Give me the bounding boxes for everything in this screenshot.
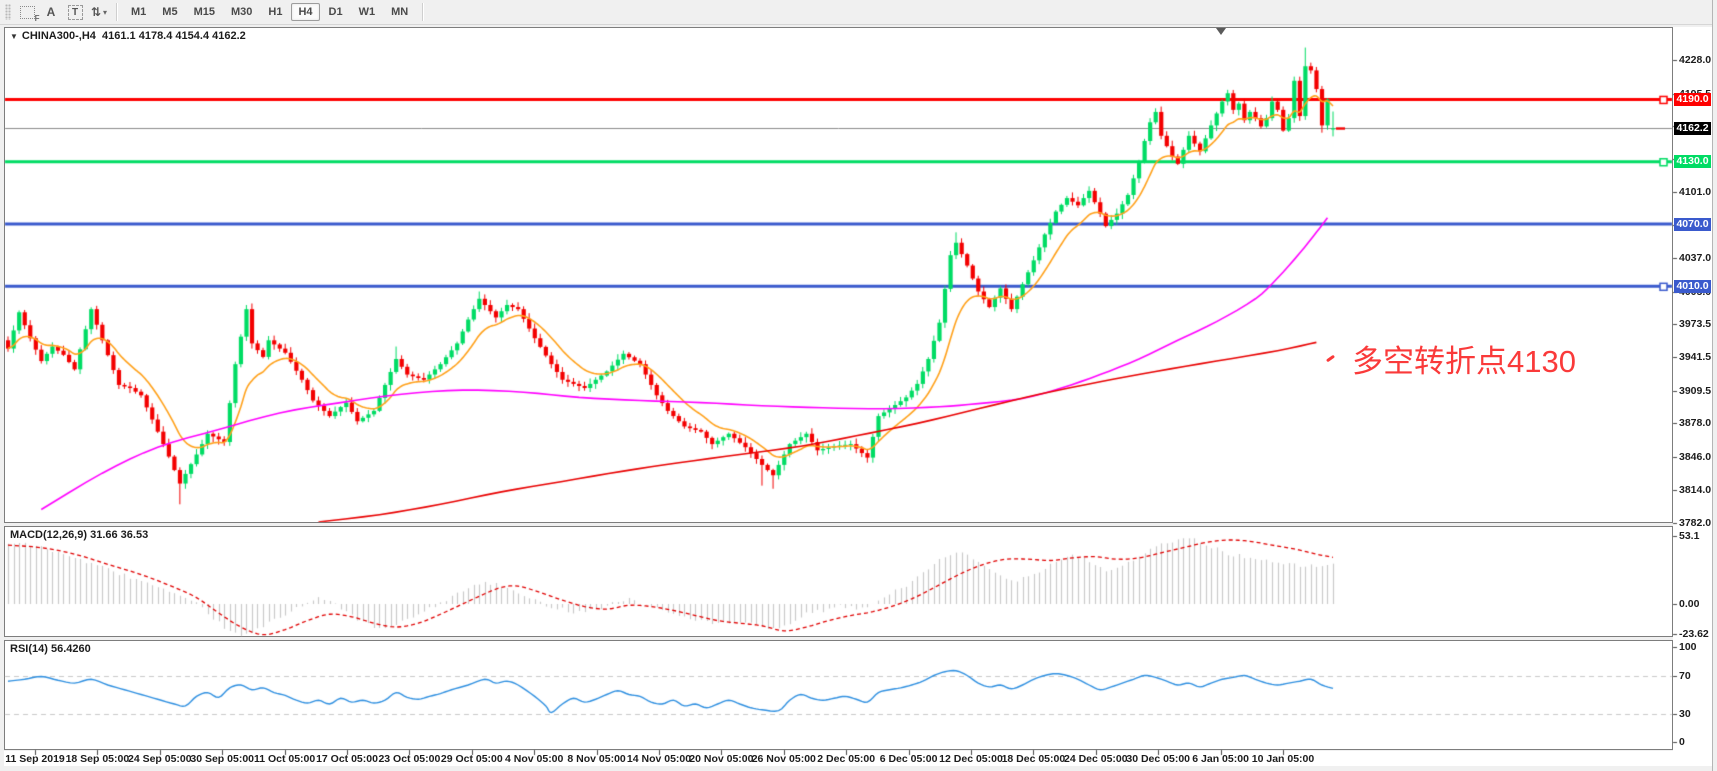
date-tick-label: 6 Jan 05:00 — [1192, 753, 1249, 765]
rsi-label: RSI(14) — [10, 643, 48, 655]
macd-label: MACD(12,26,9) — [10, 529, 88, 541]
date-tick-label: 23 Oct 05:00 — [378, 753, 441, 765]
price-tick-label: 4228.0 — [1679, 54, 1712, 66]
price-tick-label: 3973.5 — [1679, 318, 1712, 331]
price-tick-label: 3814.0 — [1679, 483, 1712, 496]
chart-annotation-text: 多空转折点4130 — [1352, 344, 1576, 379]
date-tick-label: 12 Dec 05:00 — [939, 753, 1003, 765]
macd-axis-label: -23.62 — [1679, 628, 1709, 641]
price-tick-label: 3846.0 — [1679, 450, 1712, 463]
price-tick-label: 3941.5 — [1679, 351, 1712, 364]
rsi-value: 56.4260 — [50, 643, 91, 655]
date-tick-label: 2 Dec 05:00 — [817, 753, 876, 765]
date-tick-label: 18 Sep 05:00 — [65, 753, 130, 765]
date-tick-label: 10 Jan 05:00 — [1251, 753, 1315, 765]
macd-axis-label: 53.1 — [1679, 530, 1700, 543]
hline-price-badge: 4190.0 — [1674, 92, 1711, 106]
date-tick-label: 20 Nov 05:00 — [689, 753, 754, 765]
date-tick-label: 14 Nov 05:00 — [626, 753, 692, 765]
hline-price-badge: 4070.0 — [1674, 217, 1711, 231]
current-price-badge: 4162.2 — [1674, 121, 1711, 135]
rsi-axis-label: 0 — [1679, 736, 1685, 748]
date-tick-label: 17 Oct 05:00 — [316, 753, 378, 765]
rsi-title: RSI(14) 56.4260 — [10, 643, 91, 655]
price-tick-label: 3909.5 — [1679, 384, 1712, 397]
date-tick-label: 11 Sep 2019 — [5, 753, 65, 765]
price-tick-label: 4037.0 — [1679, 252, 1712, 265]
rsi-axis-label: 100 — [1679, 641, 1697, 653]
macd-title: MACD(12,26,9) 31.66 36.53 — [10, 529, 148, 541]
date-tick-label: 6 Dec 05:00 — [879, 753, 938, 765]
macd-axis-label: 0.00 — [1679, 598, 1700, 610]
date-tick-label: 18 Dec 05:00 — [1001, 753, 1066, 765]
chart-title: ▼ CHINA300-,H4 4161.1 4178.4 4154.4 4162.… — [10, 30, 246, 42]
date-tick-label: 24 Dec 05:00 — [1063, 753, 1128, 765]
price-tick-label: 3878.0 — [1679, 417, 1712, 430]
date-tick-label: 30 Dec 05:00 — [1126, 753, 1191, 765]
date-tick-label: 11 Oct 05:00 — [253, 753, 316, 765]
date-tick-label: 26 Nov 05:00 — [751, 753, 816, 765]
chart-dropdown-icon[interactable]: ▼ — [10, 32, 18, 41]
chart-shift-marker-icon[interactable] — [1216, 28, 1226, 35]
symbol-period-label: CHINA300-,H4 — [21, 30, 96, 42]
rsi-axis-label: 30 — [1679, 707, 1691, 720]
date-tick-label: 24 Sep 05:00 — [127, 753, 192, 765]
date-tick-label: 4 Nov 05:00 — [505, 753, 564, 765]
rsi-axis-label: 70 — [1679, 669, 1691, 682]
price-tick-label: 4101.0 — [1679, 185, 1712, 198]
date-tick-label: 29 Oct 05:00 — [440, 753, 503, 765]
price-tick-label: 3782.0 — [1679, 517, 1712, 529]
ohlc-values-label: 4161.1 4178.4 4154.4 4162.2 — [102, 30, 246, 42]
macd-values: 31.66 36.53 — [90, 529, 149, 541]
hline-price-badge: 4010.0 — [1674, 279, 1711, 293]
date-tick-label: 30 Sep 05:00 — [190, 753, 255, 765]
date-tick-label: 8 Nov 05:00 — [567, 753, 626, 765]
hline-price-badge: 4130.0 — [1674, 155, 1711, 169]
